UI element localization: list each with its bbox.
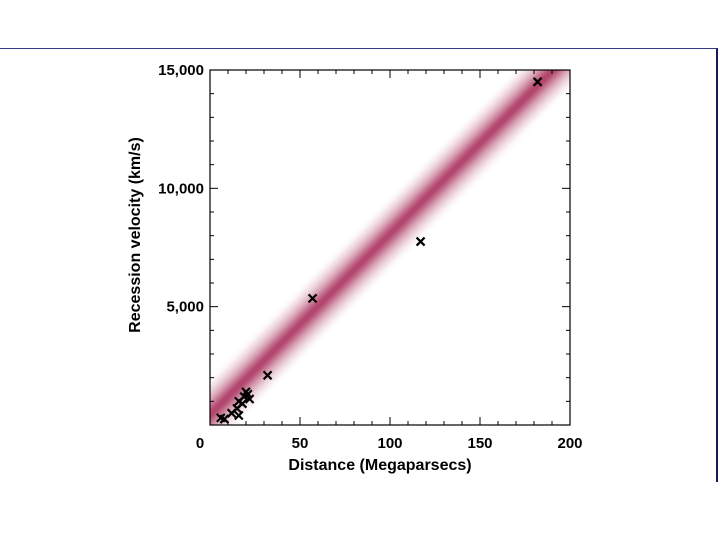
data-point xyxy=(262,370,273,381)
y-tick-label: 10,000 xyxy=(158,180,204,197)
data-point xyxy=(237,398,248,409)
fit-band xyxy=(210,70,570,425)
x-tick-label: 50 xyxy=(292,435,309,452)
x-axis-title: Distance (Megaparsecs) xyxy=(288,457,471,474)
data-point xyxy=(234,410,244,421)
slide-frame xyxy=(0,48,718,482)
x-tick-label: 200 xyxy=(557,435,582,452)
data-point xyxy=(244,394,255,404)
x-tick-label: 150 xyxy=(467,435,492,452)
data-point xyxy=(415,236,426,247)
y-axis-title: Recession velocity (km/s) xyxy=(127,137,144,333)
y-tick-label: 15,000 xyxy=(158,62,204,79)
x-tick-label: 0 xyxy=(196,435,204,452)
x-tick-label: 100 xyxy=(377,435,402,452)
y-tick-label: 5,000 xyxy=(166,299,204,316)
data-point xyxy=(532,77,543,87)
data-point xyxy=(307,293,318,304)
